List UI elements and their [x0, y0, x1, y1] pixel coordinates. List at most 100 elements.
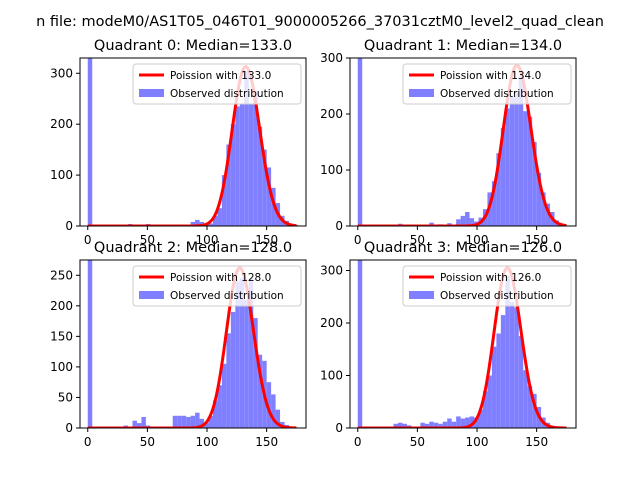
- histogram-bar: [474, 417, 479, 428]
- histogram-bar: [136, 423, 142, 428]
- histogram-bar: [257, 126, 263, 226]
- legend-label: Poission with 126.0: [440, 272, 541, 284]
- histogram-bar: [244, 299, 249, 428]
- histogram-bar: [87, 58, 93, 226]
- x-tick-label: 150: [255, 233, 278, 247]
- x-tick-label: 100: [196, 435, 219, 449]
- x-tick-label: 150: [255, 435, 278, 449]
- histogram-bar: [482, 391, 488, 428]
- histogram-bar: [527, 116, 533, 226]
- histogram-bar: [208, 415, 213, 428]
- subplot-title: Quadrant 3: Median=126.0: [364, 240, 562, 256]
- y-tick-label: 0: [65, 219, 73, 233]
- x-tick-label: 0: [354, 435, 362, 449]
- histogram-bar: [244, 70, 249, 226]
- x-tick-label: 0: [84, 435, 92, 449]
- histogram-bar: [469, 416, 475, 428]
- histogram-bar: [500, 128, 506, 226]
- legend-label: Observed distribution: [440, 88, 554, 100]
- histogram-bar: [527, 386, 533, 428]
- histogram-bar: [420, 422, 425, 428]
- histogram-bar: [523, 111, 528, 226]
- legend: Poission with 134.0 Observed distribution: [402, 63, 572, 105]
- y-tick-label: 100: [50, 360, 73, 374]
- histogram-bar: [217, 385, 222, 428]
- x-tick-label: 150: [525, 435, 548, 449]
- legend-label: Observed distribution: [440, 290, 554, 302]
- histogram-bar: [505, 275, 510, 428]
- histogram-bar: [505, 108, 510, 226]
- y-tick-label: 300: [320, 51, 343, 65]
- y-tick-label: 150: [50, 329, 73, 343]
- histogram-bar: [429, 222, 434, 226]
- histogram-bar: [275, 409, 281, 428]
- histogram-bar: [217, 208, 222, 226]
- subplot-grid: 0 50 100 150 0 100 200 300 Quadrant 0: Median=13…: [50, 38, 577, 449]
- legend-box: [132, 265, 302, 307]
- legend-label: Poission with 128.0: [170, 272, 271, 284]
- histogram-bar: [518, 77, 524, 226]
- x-tick-label: 50: [140, 233, 155, 247]
- histogram-bar: [195, 219, 200, 226]
- subplot-quadrant-3: 0 50 100 150 0 100 200 300 Quadrant 3: Median=12…: [320, 240, 577, 449]
- histogram-bar: [460, 418, 466, 428]
- x-tick-label: 100: [196, 233, 219, 247]
- histogram-bar: [195, 412, 200, 428]
- histogram-bar: [235, 106, 240, 226]
- legend-label: Poission with 133.0: [170, 70, 271, 82]
- legend-box: [402, 265, 572, 307]
- histogram-bar: [518, 336, 524, 428]
- histogram-bar: [212, 215, 218, 226]
- subplot-title: Quadrant 1: Median=134.0: [364, 38, 562, 54]
- histogram-bar: [186, 417, 191, 428]
- y-tick-label: 200: [320, 107, 343, 121]
- histogram-bar: [248, 278, 254, 428]
- histogram-bar: [357, 260, 363, 428]
- y-tick-label: 50: [58, 390, 73, 404]
- histogram-bar: [141, 417, 146, 428]
- legend-bar-swatch: [139, 89, 164, 97]
- histogram-bar: [177, 415, 182, 428]
- histogram-bar: [545, 203, 551, 226]
- histogram-bar: [433, 422, 439, 428]
- histogram-bar: [460, 215, 466, 226]
- histogram-bar: [266, 382, 272, 428]
- histogram-bar: [465, 212, 470, 226]
- legend-box: [132, 63, 302, 105]
- histogram-bar: [190, 221, 196, 226]
- y-tick-label: 200: [50, 117, 73, 131]
- axes-frame: [349, 259, 577, 429]
- histogram-bar: [132, 420, 137, 428]
- histogram-bar: [199, 418, 205, 428]
- x-tick-label: 0: [354, 233, 362, 247]
- histogram-bar: [253, 91, 258, 226]
- y-tick-label: 0: [335, 219, 343, 233]
- histogram-bar: [491, 181, 497, 226]
- histogram-bar: [469, 218, 475, 226]
- histogram-bar: [266, 167, 272, 226]
- histogram-bar: [447, 418, 452, 428]
- histogram-bar: [239, 278, 245, 428]
- histogram-bar: [271, 394, 276, 428]
- histogram-bar: [465, 417, 470, 428]
- subplot-title: Quadrant 0: Median=133.0: [94, 38, 292, 54]
- x-tick-label: 50: [410, 233, 425, 247]
- histogram-bar: [491, 346, 497, 428]
- histogram-bar: [257, 354, 263, 428]
- histogram-bar: [172, 415, 178, 428]
- histogram-bar: [402, 423, 407, 428]
- subplot-quadrant-1: 0 50 100 150 0 100 200 300 Quadrant 1: Median=13…: [320, 38, 577, 247]
- legend: Poission with 128.0 Observed distribution: [132, 265, 302, 307]
- x-tick-label: 100: [466, 435, 489, 449]
- y-tick-label: 250: [50, 268, 73, 282]
- y-tick-label: 100: [320, 163, 343, 177]
- axes-frame: [79, 259, 307, 429]
- y-tick-label: 200: [50, 299, 73, 313]
- histogram-bar: [239, 103, 245, 226]
- histogram-bar: [226, 333, 231, 428]
- histogram-bar: [253, 318, 258, 428]
- histogram-bar: [230, 311, 236, 428]
- y-tick-label: 200: [320, 316, 343, 330]
- figure-suptitle: n file: modeM0/AS1T05_046T01_9000005266_…: [36, 14, 604, 30]
